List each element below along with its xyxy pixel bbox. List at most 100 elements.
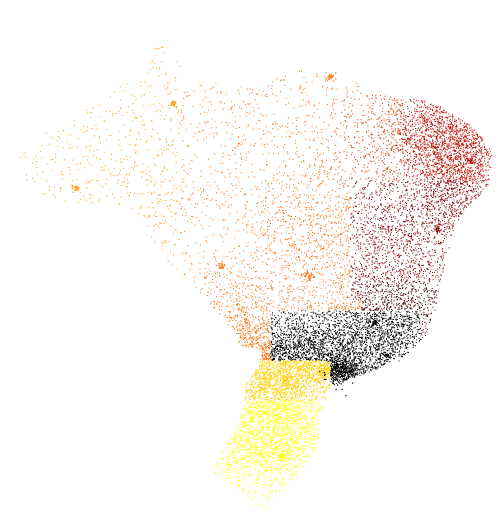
- map-dot: [383, 364, 385, 365]
- map-dot: [342, 357, 344, 359]
- map-dot: [348, 347, 350, 349]
- map-dot: [365, 337, 367, 339]
- map-dot: [278, 369, 280, 371]
- map-dot: [388, 329, 390, 331]
- map-dot: [382, 254, 383, 256]
- map-dot: [359, 198, 361, 200]
- map-dot: [389, 353, 391, 354]
- map-dot: [344, 308, 346, 310]
- map-dot: [414, 289, 416, 290]
- map-dot: [369, 303, 371, 305]
- map-dot: [378, 327, 380, 329]
- map-dot: [395, 342, 397, 344]
- map-dot: [409, 245, 411, 247]
- map-dot: [360, 356, 362, 358]
- map-dot: [368, 299, 370, 301]
- map-dot: [374, 281, 376, 283]
- map-dot: [335, 310, 337, 312]
- map-dot: [403, 273, 405, 275]
- map-dot: [387, 325, 389, 327]
- map-dot: [276, 376, 278, 378]
- map-dot: [393, 354, 395, 356]
- map-dot: [336, 356, 338, 358]
- map-dot: [346, 366, 348, 368]
- map-dot: [381, 295, 383, 297]
- map-dot: [332, 355, 334, 356]
- map-dot: [357, 365, 359, 367]
- map-dot: [338, 357, 340, 359]
- map-dot: [330, 354, 331, 356]
- map-dot: [375, 244, 377, 246]
- map-dot: [364, 276, 366, 278]
- map-dot: [343, 338, 345, 340]
- map-dot: [424, 283, 426, 285]
- map-dot: [354, 358, 355, 360]
- map-dot: [406, 331, 408, 333]
- map-dot: [330, 350, 332, 351]
- map-dot: [390, 333, 392, 335]
- map-dot: [330, 375, 332, 377]
- map-dot: [423, 277, 425, 279]
- map-dot: [387, 303, 389, 305]
- map-dot: [427, 209, 429, 211]
- map-dot: [340, 360, 342, 362]
- map-dot: [356, 341, 358, 343]
- map-dot: [427, 206, 428, 207]
- map-dot: [312, 318, 314, 320]
- map-dot: [347, 346, 348, 348]
- map-dot: [393, 327, 395, 329]
- map-dot: [362, 310, 364, 312]
- map-dot: [331, 261, 333, 263]
- map-dot: [426, 291, 428, 293]
- map-dot: [347, 365, 349, 367]
- map-dot: [282, 362, 284, 364]
- map-dot: [263, 336, 265, 338]
- map-dot: [382, 336, 384, 338]
- map-dot: [321, 374, 323, 376]
- map-dot: [310, 356, 312, 358]
- map-dot: [249, 381, 251, 383]
- map-dot: [343, 356, 345, 358]
- map-dot: [322, 395, 324, 397]
- map-dot: [408, 256, 410, 258]
- map-dot: [459, 171, 461, 173]
- map-dot: [277, 349, 279, 351]
- map-dot: [389, 240, 391, 242]
- map-dot: [299, 316, 300, 318]
- map-dot: [340, 342, 342, 344]
- map-dot: [289, 346, 291, 348]
- map-dot: [374, 337, 376, 339]
- map-dot: [349, 316, 351, 318]
- map-dot: [355, 331, 357, 333]
- map-dot: [326, 354, 328, 356]
- map-dot: [339, 339, 341, 341]
- map-dot: [242, 344, 244, 346]
- map-dot: [260, 362, 262, 364]
- map-dot: [273, 372, 274, 374]
- map-dot: [395, 334, 397, 335]
- map-dot: [393, 267, 395, 268]
- map-dot: [351, 344, 353, 345]
- map-dot: [407, 310, 409, 312]
- map-dot: [340, 369, 342, 371]
- map-dot: [315, 336, 317, 338]
- map-dot: [267, 337, 269, 338]
- map-dot: [300, 345, 301, 347]
- map-dot: [425, 335, 426, 336]
- map-dot: [341, 364, 343, 366]
- map-dot: [350, 362, 352, 364]
- map-dot: [329, 366, 331, 368]
- map-dot: [383, 238, 385, 240]
- map-dot: [322, 342, 324, 344]
- map-dot: [343, 309, 345, 311]
- map-dot: [338, 363, 340, 365]
- map-dot: [327, 372, 329, 374]
- map-dot: [335, 366, 337, 368]
- map-dot: [386, 338, 387, 340]
- map-dot: [256, 331, 258, 333]
- map-dot: [297, 371, 299, 373]
- map-dot: [296, 340, 298, 342]
- map-dot: [267, 406, 269, 408]
- map-dot: [321, 343, 323, 345]
- map-dot: [302, 328, 304, 330]
